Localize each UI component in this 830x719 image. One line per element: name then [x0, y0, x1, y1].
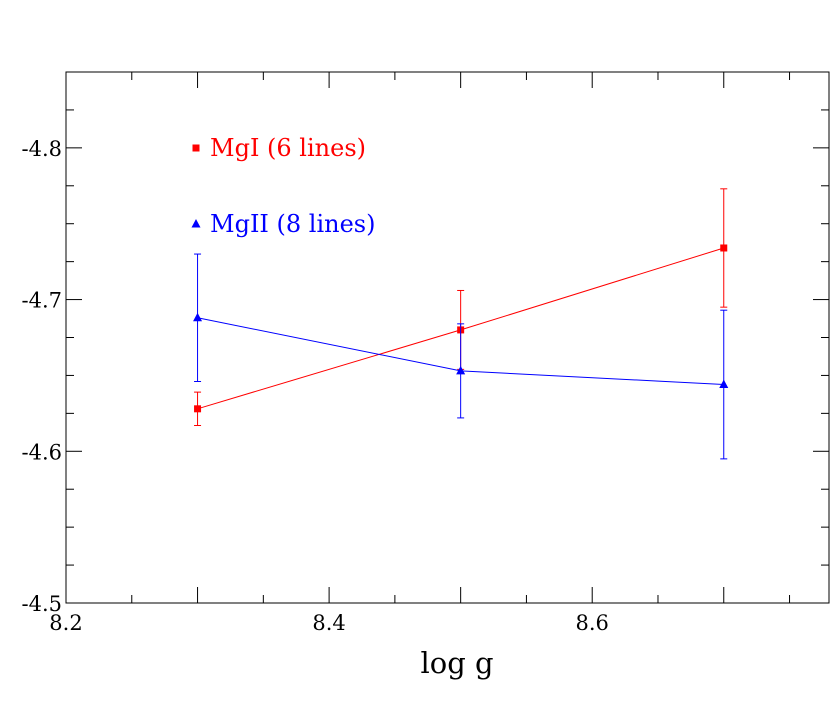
- y-tick-label: -4.8: [22, 137, 63, 161]
- x-tick-label: 8.4: [312, 611, 345, 635]
- data-point: [719, 379, 729, 389]
- y-tick-label: -4.6: [22, 440, 63, 464]
- series-layer: [193, 188, 729, 460]
- data-point: [720, 244, 728, 252]
- legend-marker: [191, 219, 201, 228]
- legend-marker: [192, 144, 200, 152]
- series-2: [193, 253, 729, 460]
- x-tick-label: 8.2: [49, 611, 82, 635]
- axis-ticks: [65, 71, 829, 604]
- data-point: [193, 312, 203, 322]
- tick-labels: 8.2 8.4 8.6 -4.5 -4.6 -4.7 -4.8: [22, 137, 609, 635]
- data-point: [194, 405, 202, 413]
- y-tick-label: -4.7: [22, 289, 63, 313]
- legend-label: MgI (6 lines): [210, 134, 366, 162]
- legend-label: MgII (8 lines): [210, 210, 375, 238]
- plot-border: [65, 71, 830, 604]
- legend: MgI (6 lines) MgII (8 lines): [191, 134, 375, 238]
- plot-frame: [65, 71, 830, 604]
- x-axis-title: log g: [420, 646, 493, 680]
- x-tick-label: 8.6: [576, 611, 609, 635]
- data-point: [456, 365, 466, 375]
- y-tick-label: -4.5: [22, 592, 63, 616]
